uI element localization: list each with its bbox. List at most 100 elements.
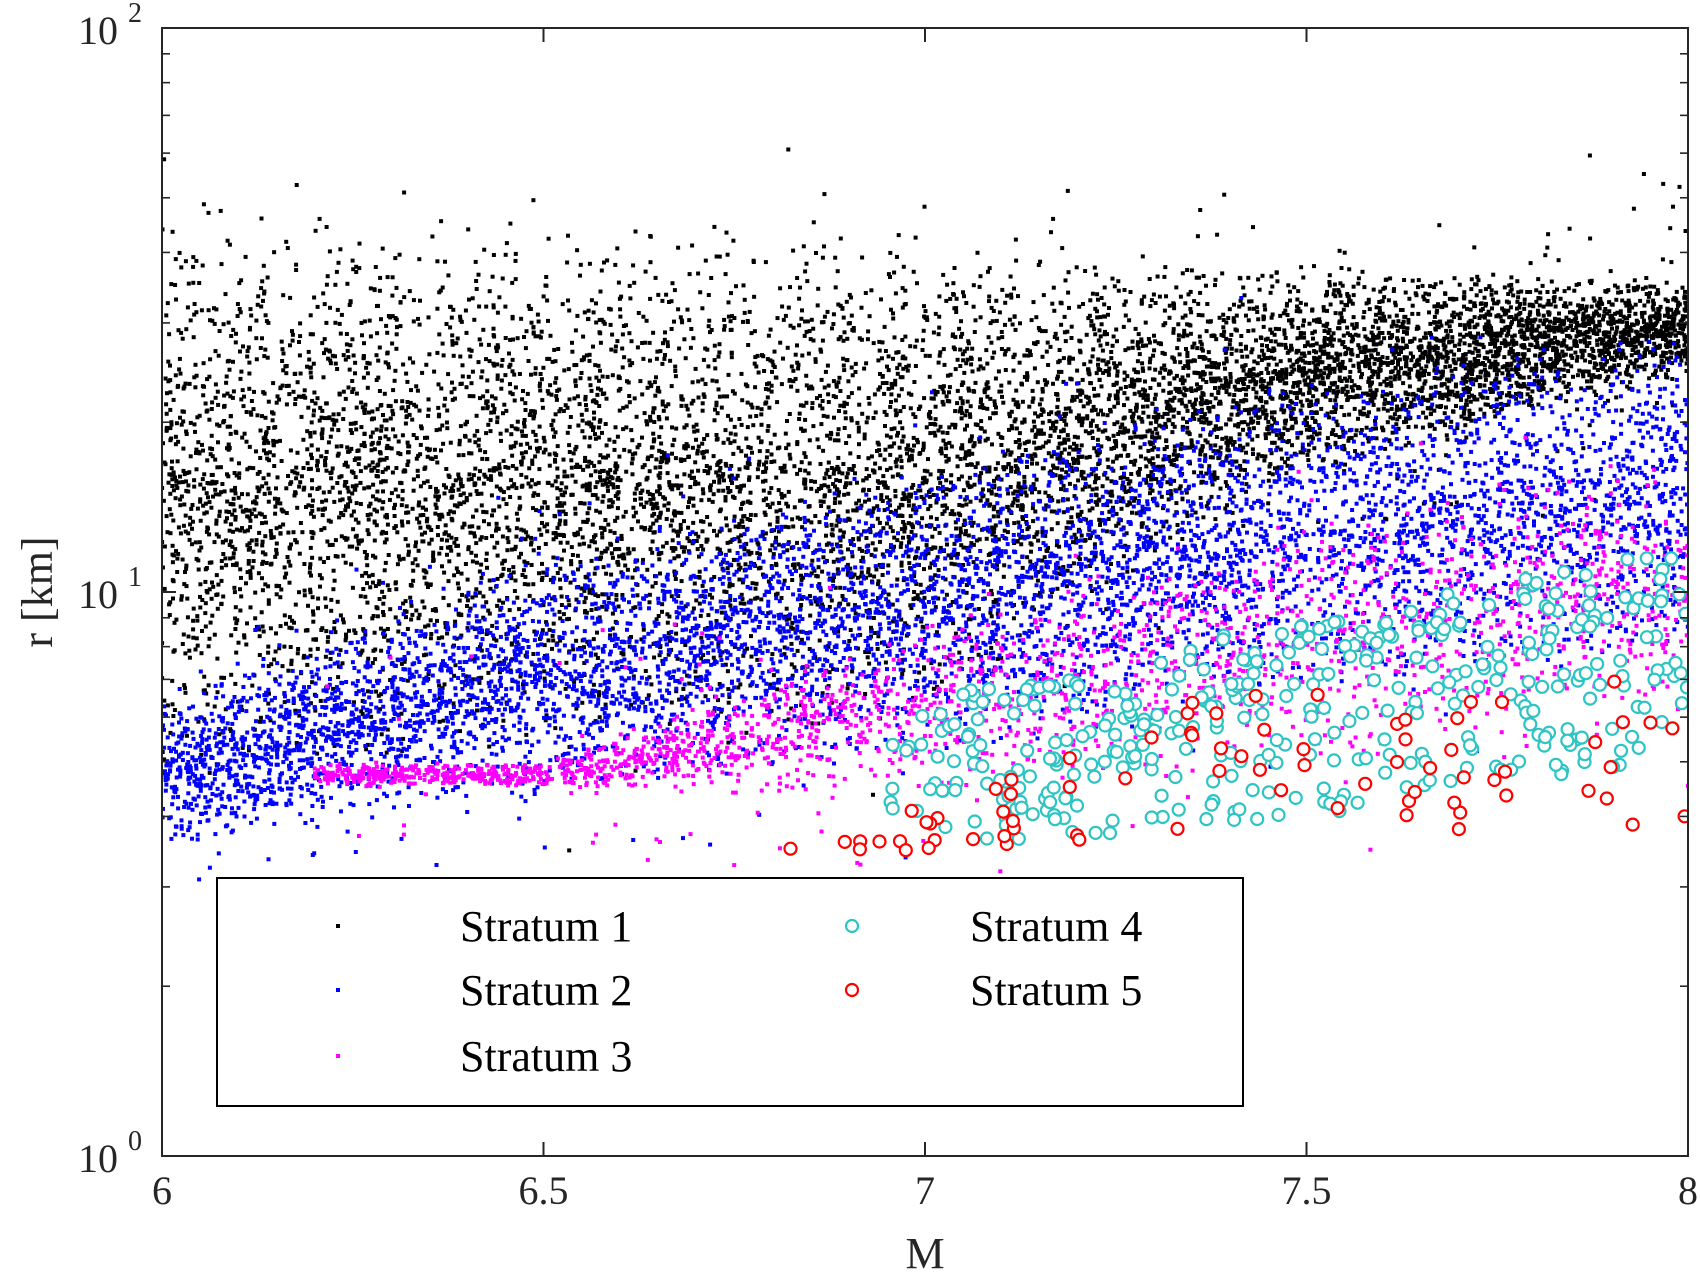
data-point	[1061, 356, 1066, 361]
data-point	[1373, 419, 1377, 423]
data-point	[1178, 294, 1183, 299]
data-point	[1163, 265, 1168, 270]
data-point	[985, 406, 990, 411]
data-point	[465, 626, 470, 631]
data-point	[1401, 339, 1406, 344]
data-point	[891, 316, 896, 321]
data-point	[162, 486, 165, 490]
data-point	[1627, 386, 1632, 391]
data-point	[926, 507, 931, 512]
data-point	[1096, 297, 1100, 302]
data-point	[410, 506, 415, 511]
data-point	[985, 498, 990, 503]
data-point	[696, 444, 701, 449]
data-point	[963, 529, 968, 534]
data-point	[1096, 338, 1101, 343]
data-point	[826, 400, 831, 404]
data-point	[1167, 418, 1172, 423]
data-point	[718, 466, 723, 470]
data-point	[522, 424, 527, 429]
data-point	[1032, 366, 1037, 371]
data-point	[686, 505, 690, 510]
data-point	[1608, 269, 1613, 274]
data-point	[1574, 325, 1579, 330]
data-point	[1555, 348, 1559, 353]
data-point	[1281, 311, 1286, 316]
data-point	[1289, 416, 1294, 421]
data-point	[565, 260, 570, 265]
data-point	[1148, 535, 1153, 540]
data-point	[1435, 404, 1440, 409]
data-point	[598, 470, 602, 475]
data-point	[214, 573, 219, 578]
data-point	[562, 469, 567, 474]
data-point	[944, 394, 949, 399]
data-point	[1574, 334, 1579, 339]
data-point	[458, 493, 463, 498]
data-point	[1074, 265, 1079, 270]
data-point	[841, 338, 846, 343]
data-point	[793, 376, 798, 381]
data-point	[472, 534, 477, 539]
data-point	[1475, 322, 1480, 327]
data-point	[221, 594, 226, 599]
data-point	[306, 503, 311, 508]
data-point	[764, 455, 769, 460]
data-point	[1058, 572, 1063, 576]
data-point	[190, 503, 195, 507]
data-point	[1023, 490, 1028, 495]
data-point	[747, 477, 751, 482]
data-point	[848, 451, 853, 456]
data-point	[1537, 354, 1542, 359]
data-point	[1461, 381, 1466, 386]
data-point	[536, 319, 541, 324]
data-point	[1436, 369, 1441, 374]
data-point	[370, 616, 375, 621]
data-point	[1093, 332, 1098, 337]
data-point	[1502, 355, 1507, 360]
data-point	[878, 539, 882, 544]
data-point	[573, 479, 578, 484]
data-point	[501, 559, 506, 564]
data-point	[194, 467, 199, 472]
data-point	[1105, 332, 1109, 337]
data-point	[293, 538, 298, 543]
data-point	[711, 634, 716, 639]
data-point	[1648, 291, 1652, 296]
data-point	[347, 628, 351, 633]
data-point	[509, 642, 514, 647]
data-point	[687, 496, 692, 501]
data-point	[284, 402, 289, 407]
data-point	[439, 546, 444, 551]
data-point	[450, 339, 455, 344]
data-point	[627, 400, 632, 405]
data-point	[401, 362, 406, 367]
data-point	[521, 528, 526, 533]
data-point	[1010, 322, 1015, 327]
data-point	[767, 522, 772, 527]
data-point	[524, 732, 529, 737]
data-point	[463, 433, 467, 438]
data-point	[175, 459, 180, 464]
data-point	[169, 466, 174, 471]
data-point	[422, 653, 426, 658]
data-point	[284, 621, 288, 626]
data-point	[965, 399, 970, 404]
data-point	[878, 453, 883, 458]
data-point	[1094, 449, 1099, 454]
data-point	[1591, 313, 1596, 318]
data-point	[738, 486, 743, 491]
data-point	[1540, 283, 1545, 288]
data-point	[1467, 387, 1472, 391]
data-point	[701, 455, 706, 460]
data-point	[1482, 383, 1487, 388]
data-point	[1247, 306, 1252, 311]
data-point	[233, 605, 238, 610]
data-point	[1064, 525, 1069, 530]
data-point	[1239, 377, 1244, 381]
data-point	[692, 581, 697, 586]
data-point	[1380, 331, 1385, 335]
data-point	[671, 528, 676, 533]
data-point	[1283, 308, 1288, 313]
data-point	[324, 401, 329, 406]
